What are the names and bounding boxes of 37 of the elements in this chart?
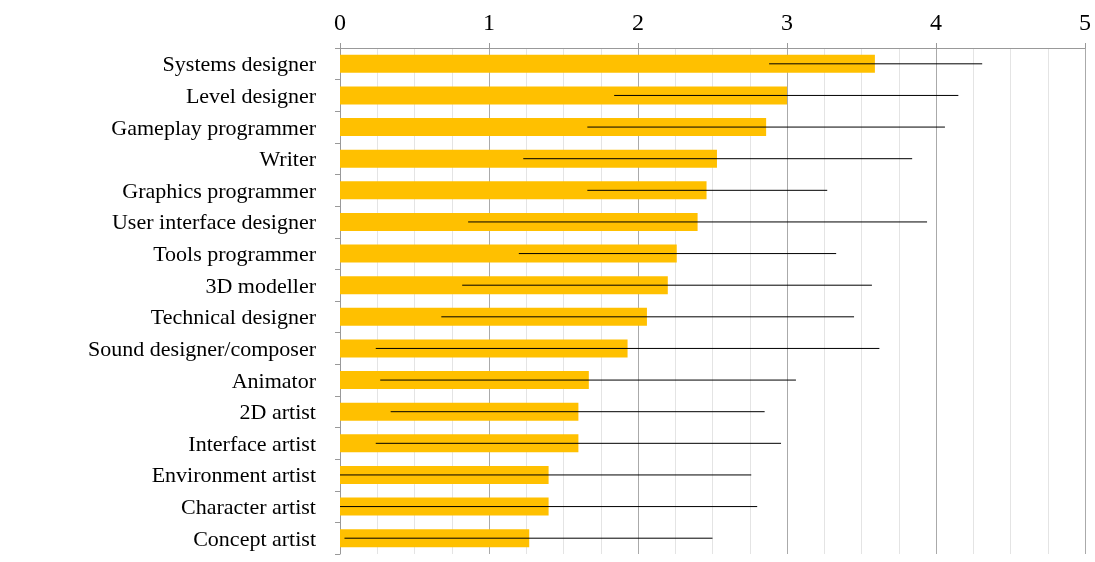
bar — [340, 402, 579, 421]
bar — [340, 244, 677, 263]
y-tick-label: Systems designer — [162, 51, 317, 77]
bar — [340, 434, 579, 453]
y-tick-label: Graphics programmer — [122, 177, 317, 203]
bar — [340, 307, 647, 326]
x-tick-label: 1 — [483, 9, 495, 35]
y-tick-label: 3D modeller — [205, 272, 317, 298]
x-tick-label: 3 — [781, 9, 793, 35]
y-tick-label: Character artist — [181, 494, 316, 520]
y-tick-label: 2D artist — [239, 399, 316, 425]
y-tick-label: Gameplay programmer — [111, 114, 317, 140]
y-tick-label: User interface designer — [111, 209, 317, 235]
bar — [340, 86, 787, 105]
y-tick-label: Writer — [259, 146, 317, 172]
y-tick-label: Concept artist — [193, 525, 316, 551]
x-tick-label: 2 — [632, 9, 644, 35]
bar — [340, 54, 875, 73]
y-tick-label: Interface artist — [188, 430, 316, 456]
bar — [340, 497, 549, 516]
bar — [340, 276, 668, 295]
y-tick-label: Animator — [231, 367, 317, 393]
y-tick-label: Sound designer/composer — [88, 335, 317, 361]
bar — [340, 529, 530, 548]
y-tick-label: Level designer — [185, 82, 317, 108]
x-tick-label: 4 — [930, 9, 942, 35]
bar — [340, 371, 589, 390]
bar — [340, 149, 717, 168]
x-tick-label: 5 — [1079, 9, 1091, 35]
y-tick-label: Tools programmer — [153, 241, 317, 267]
bar — [340, 212, 698, 231]
y-tick-label: Environment artist — [151, 462, 316, 488]
bar — [340, 181, 707, 200]
bar — [340, 118, 767, 137]
x-tick-label: 0 — [334, 9, 346, 35]
bar — [340, 339, 628, 358]
y-tick-label: Technical designer — [150, 304, 317, 330]
